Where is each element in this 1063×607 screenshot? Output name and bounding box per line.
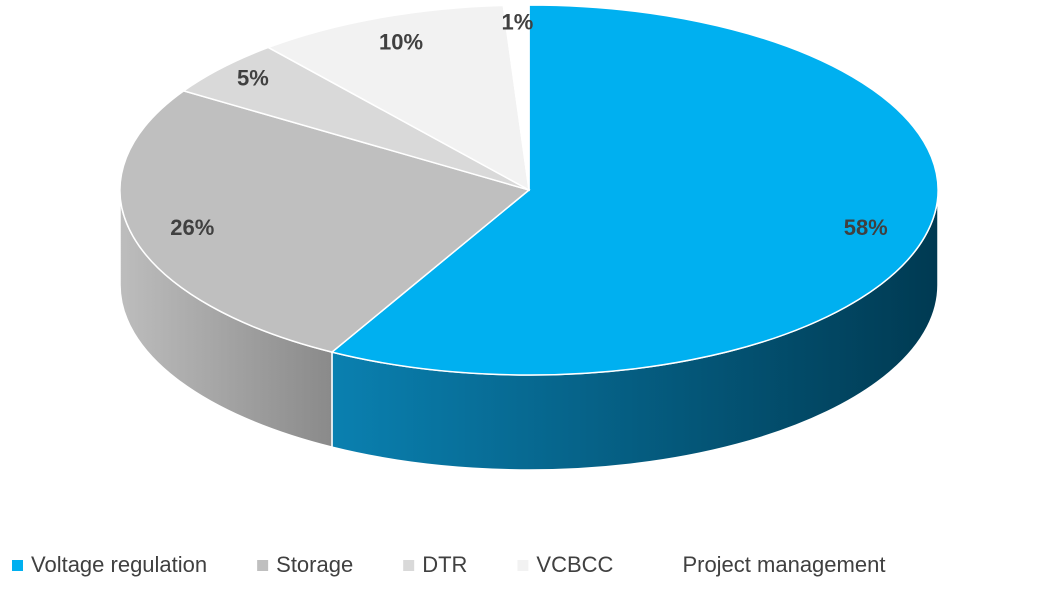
data-label: 5% (237, 66, 269, 91)
pie-slice (266, 4, 530, 192)
legend-label: DTR (422, 552, 467, 577)
pie-slice (502, 4, 530, 191)
pie-slice (119, 90, 531, 353)
legend-label: VCBCC (536, 552, 613, 577)
data-labels: 58% 26% 5% 10% 1% (170, 9, 888, 240)
data-label: 58% (844, 215, 888, 240)
legend-label: Storage (276, 552, 353, 577)
data-label: 10% (379, 30, 423, 55)
legend-label: Project management (682, 552, 885, 577)
data-label: 26% (170, 215, 214, 240)
legend-marker (12, 560, 23, 571)
legend-marker (663, 560, 675, 571)
legend-marker (403, 560, 415, 571)
legend: Voltage regulation Storage DTR VCBCC Project… (12, 552, 885, 577)
legend-label: Voltage regulation (31, 552, 207, 577)
legend-marker (517, 560, 529, 571)
data-label: 1% (502, 9, 534, 34)
pie-tops (119, 4, 939, 376)
legend-marker (257, 560, 269, 571)
pie-slice (330, 4, 939, 376)
